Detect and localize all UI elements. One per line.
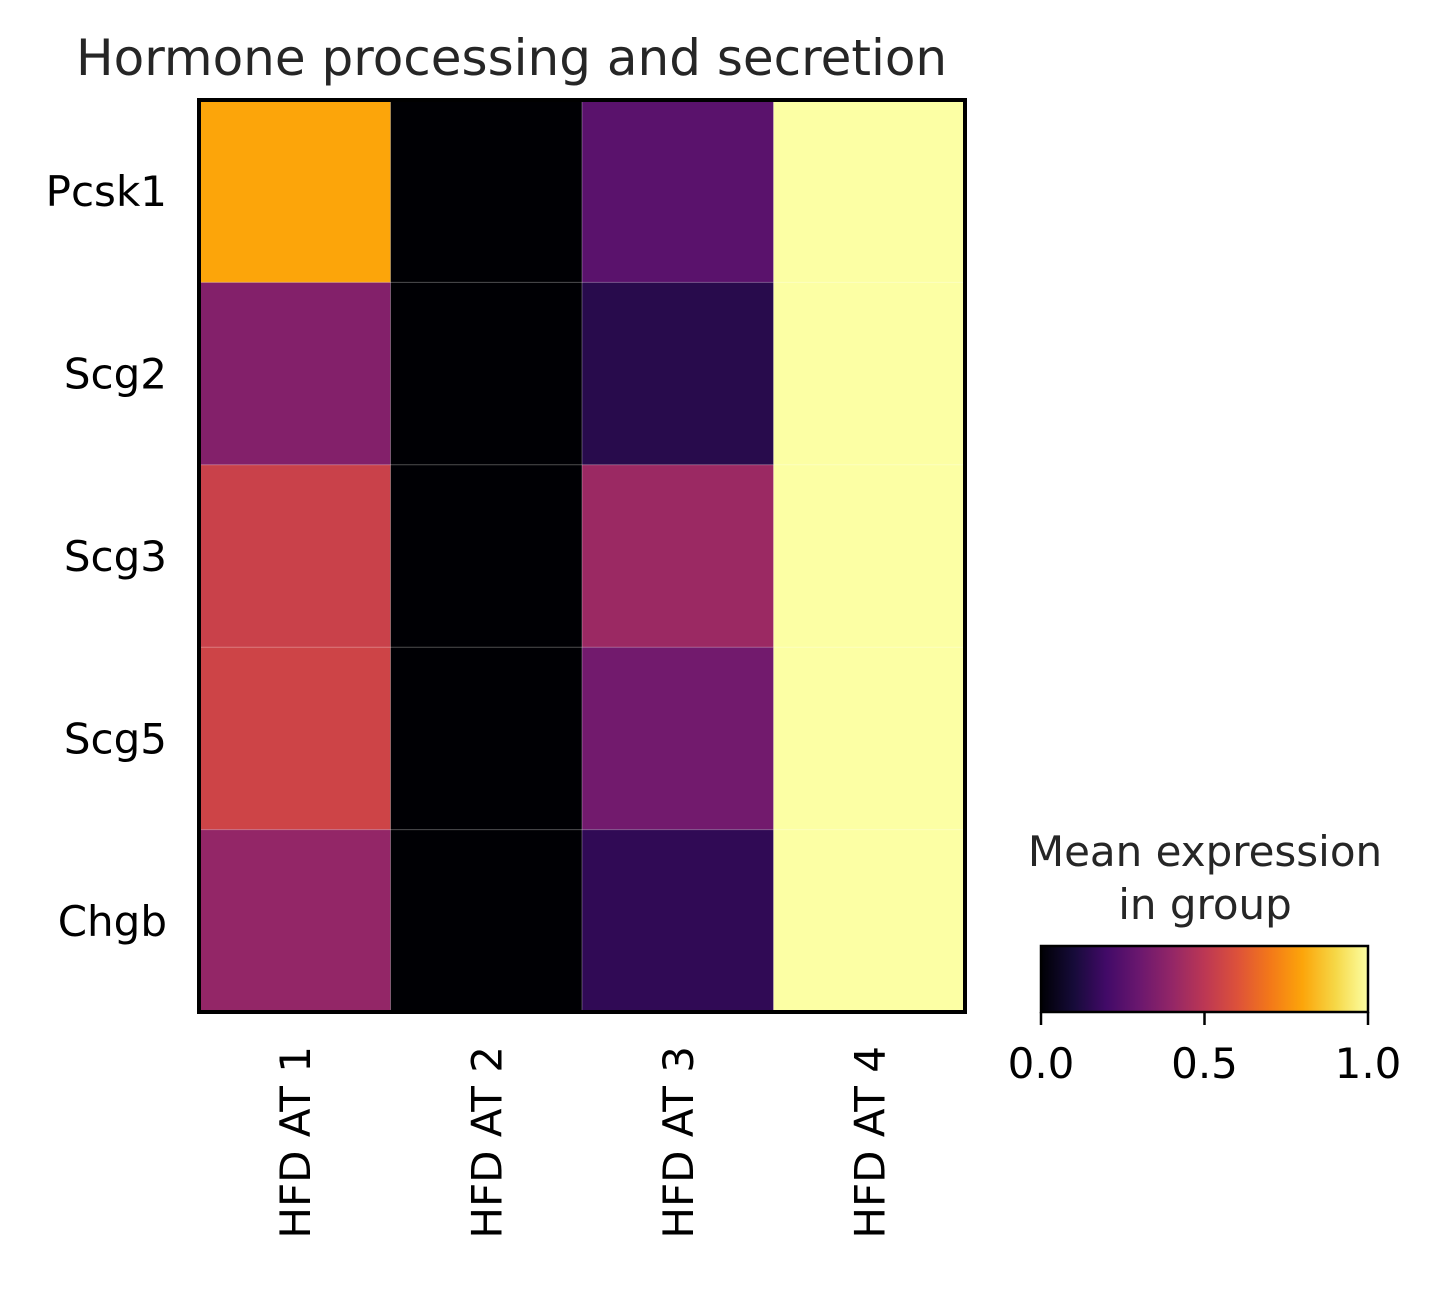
heatmap-cell [390, 282, 583, 466]
chart-title: Hormone processing and secretion [76, 29, 947, 87]
heatmap-cell [582, 829, 774, 1013]
heatmap-cell [773, 282, 966, 466]
heatmap-cell [773, 829, 966, 1013]
heatmap-cell [582, 100, 774, 283]
heatmap-cell [390, 647, 583, 831]
row-label: Scg3 [64, 532, 167, 581]
colorbar-tick-label: 1.0 [1335, 1039, 1402, 1088]
column-labels: HFD AT 1 HFD AT 2 HFD AT 3 HFD AT 4 [271, 1046, 895, 1239]
plot-frame [197, 98, 967, 1014]
heatmap-cell [582, 647, 774, 831]
column-label: HFD AT 2 [462, 1046, 511, 1239]
heatmap-cell [773, 647, 966, 831]
heatmap-cell [199, 829, 391, 1013]
heatmap-cell [199, 464, 391, 648]
colorbar-gradient [1039, 944, 1370, 1014]
heatmap-cell [390, 464, 583, 648]
row-label: Scg5 [64, 714, 167, 763]
heatmap-cell [199, 282, 391, 466]
colorbar-tick-label: 0.0 [1008, 1039, 1075, 1088]
heatmap-cell [390, 829, 583, 1013]
row-label: Scg2 [64, 350, 167, 399]
heatmap-cell [199, 100, 391, 283]
heatmap-cell [582, 282, 774, 466]
row-labels: Pcsk1 Scg2 Scg3 Scg5 Chgb [46, 167, 167, 946]
row-label: Chgb [58, 897, 167, 946]
column-label: HFD AT 3 [654, 1046, 703, 1239]
colorbar-ticks: 0.0 0.5 1.0 [1008, 1012, 1402, 1088]
colorbar-tick-label: 0.5 [1171, 1039, 1238, 1088]
colorbar-title-line-2: in group [1118, 880, 1292, 929]
colorbar: Mean expression in group 0.0 0.5 1.0 [1008, 827, 1402, 1088]
heatmap-cell [390, 100, 583, 283]
heatmap-cell [773, 464, 966, 648]
row-label: Pcsk1 [46, 167, 167, 216]
column-label: HFD AT 4 [845, 1046, 894, 1239]
heatmap-cell [773, 100, 966, 283]
cell-gridlines [199, 100, 965, 1012]
heatmap-cell [582, 464, 774, 648]
colorbar-title-line-1: Mean expression [1028, 827, 1382, 876]
heatmap-cell [199, 647, 391, 831]
column-label: HFD AT 1 [271, 1046, 320, 1239]
heatmap-cells [199, 100, 966, 1013]
